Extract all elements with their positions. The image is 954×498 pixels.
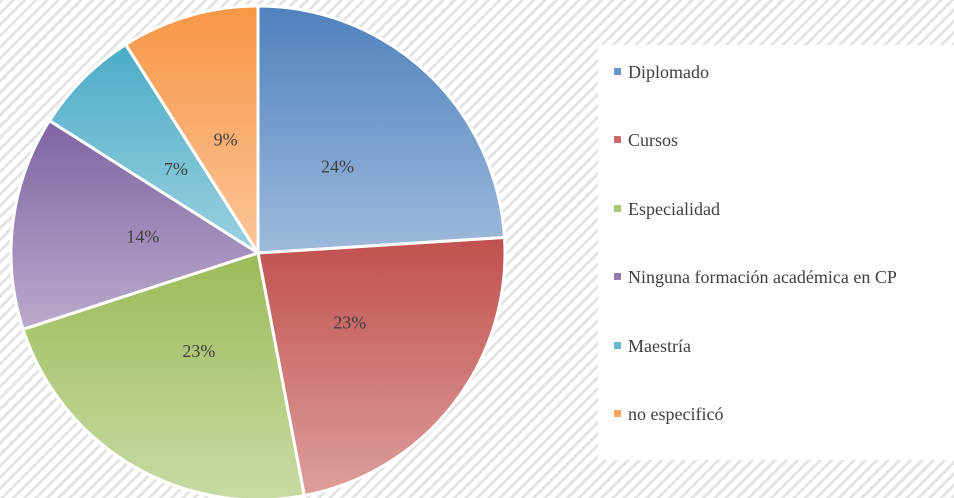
- data-label: 9%: [214, 130, 238, 150]
- pie-slice: [21, 251, 306, 498]
- legend-item: no especificó: [614, 403, 954, 425]
- legend-item: Ninguna formación académica en CP: [614, 266, 954, 288]
- legend-label: no especificó: [628, 404, 724, 424]
- legend-item: Especialidad: [614, 198, 954, 220]
- legend-swatch: [614, 136, 621, 144]
- legend-swatch: [614, 410, 621, 417]
- legend-swatch: [614, 68, 621, 75]
- pie-slice: [9, 119, 260, 331]
- data-label: 24%: [321, 156, 354, 176]
- legend-label: Ninguna formación académica en CP: [628, 267, 897, 288]
- pie-slice: [47, 42, 260, 255]
- data-label: 7%: [164, 159, 188, 179]
- legend-item: Diplomado: [614, 61, 954, 83]
- pie-slice: [124, 4, 260, 255]
- pie-slice: [256, 4, 507, 255]
- legend-swatch: [614, 273, 621, 281]
- legend: Diplomado Cursos Especialidad Ninguna forma…: [598, 45, 954, 460]
- legend-label: Diplomado: [628, 62, 709, 82]
- data-label: 23%: [182, 341, 215, 361]
- legend-swatch: [614, 204, 621, 212]
- legend-label: Maestría: [628, 335, 691, 356]
- legend-item: Cursos: [614, 129, 954, 151]
- legend-item: Maestría: [614, 335, 954, 357]
- data-label: 23%: [333, 312, 366, 332]
- pie-slice: [256, 235, 507, 498]
- legend-label: Cursos: [628, 130, 679, 151]
- legend-label: Especialidad: [628, 198, 720, 219]
- data-label: 14%: [126, 227, 159, 247]
- pie: [9, 4, 507, 498]
- legend-swatch: [614, 341, 621, 349]
